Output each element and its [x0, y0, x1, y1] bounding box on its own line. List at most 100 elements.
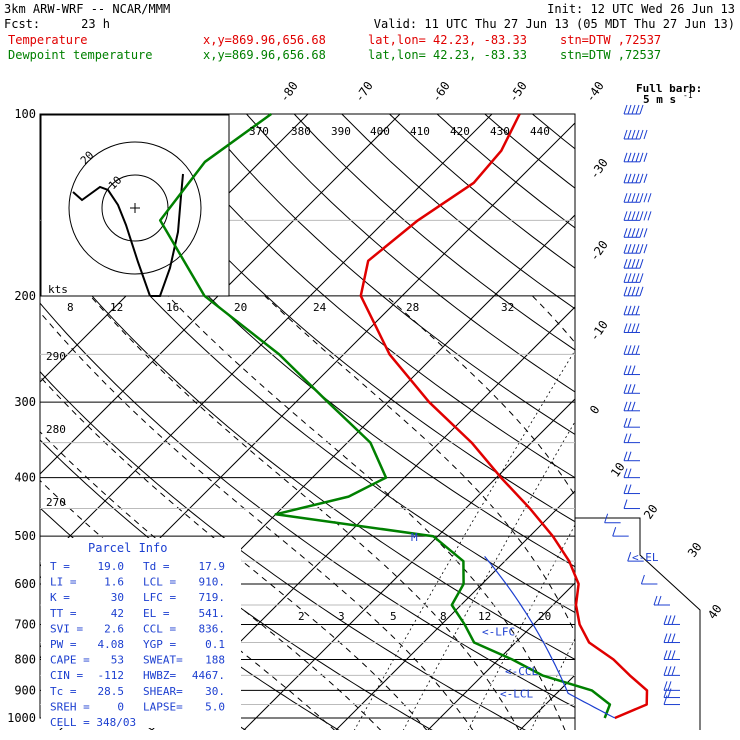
wind-barb-flag — [627, 244, 632, 254]
wind-barb-flag — [627, 433, 632, 443]
parcel-key-left: SVI = — [50, 622, 83, 635]
moist-adiabat — [679, 296, 740, 731]
wind-barb-flag — [635, 193, 640, 203]
wind-barb-flag — [627, 468, 632, 478]
isotherm-line — [427, 582, 575, 730]
wind-barb — [640, 574, 658, 585]
wind-barb-flag — [631, 244, 636, 254]
parcel-ascent-trace — [484, 556, 616, 719]
parcel-key-left: K = — [50, 591, 70, 604]
parcel-key-right: LFC = — [143, 591, 176, 604]
hodograph-units: kts — [48, 283, 68, 296]
wind-barb-flag — [635, 152, 640, 162]
theta-label-top: 370 — [249, 125, 269, 138]
mixing-ratio-line — [353, 349, 575, 730]
wind-barb-flag — [639, 173, 644, 183]
wind-barb-flag — [635, 305, 640, 315]
parcel-key-right: HWBZ= — [143, 669, 176, 682]
theta-label-top: 410 — [410, 125, 430, 138]
wind-barb — [623, 384, 640, 394]
moist-adiabat — [531, 295, 575, 344]
wind-barb-flag — [631, 305, 636, 315]
wind-barb — [663, 650, 680, 660]
mixing-label-700: 3 — [338, 610, 345, 623]
m-marker: M — [411, 531, 418, 544]
mixing-label-200: 24 — [313, 301, 327, 314]
dry-adiabat — [246, 114, 575, 393]
wind-barb-flag — [627, 173, 632, 183]
wind-barb-flag — [667, 650, 672, 660]
parcel-key-left: PW = — [50, 638, 77, 651]
pressure-label-1000: 1000 — [7, 711, 36, 725]
parcel-box-bg — [41, 538, 241, 728]
wind-barb-flag — [627, 211, 632, 221]
isotherm-label-top: -40 — [583, 79, 607, 105]
wind-barb-flag — [623, 365, 628, 375]
parcel-val-left: 30 — [111, 591, 124, 604]
pressure-label-900: 900 — [14, 683, 36, 697]
el-marker: <-EL — [632, 551, 659, 564]
wind-barb-flag — [623, 211, 628, 221]
wind-barb-flag — [627, 259, 632, 269]
wind-barb — [612, 527, 629, 537]
wind-barb-flag — [623, 244, 628, 254]
parcel-key-left: Tc = — [50, 685, 77, 698]
wind-barb-flag — [663, 650, 668, 660]
wind-barb — [623, 211, 652, 221]
wind-barb-flag — [627, 552, 632, 562]
wind-barb-flag — [623, 173, 628, 183]
moist-adiabat — [40, 375, 428, 730]
isotherm-label-top: -70 — [352, 79, 376, 105]
parcel-val-right: 4467. — [192, 669, 225, 682]
wind-barb-flag — [627, 345, 632, 355]
mixing-ratio-line — [587, 309, 740, 731]
parcel-key-right: LCL = — [143, 576, 176, 589]
mixing-ratio-line — [713, 309, 740, 731]
isotherm-label-top: -60 — [429, 79, 453, 105]
dry-adiabat — [675, 114, 740, 731]
wind-barb-flag — [623, 323, 628, 333]
wind-barb-flag — [631, 345, 636, 355]
parcel-val-left: 2.6 — [104, 622, 124, 635]
background-grid — [40, 114, 740, 731]
forecast-label: Fcst: — [4, 17, 40, 31]
pressure-label-700: 700 — [14, 617, 36, 631]
wind-barb-flag — [639, 104, 644, 115]
dry-adiabat — [40, 302, 575, 708]
moist-adiabat — [40, 311, 474, 730]
mixing-ratio-line — [629, 309, 740, 731]
wind-barb-flag — [663, 688, 668, 698]
wind-barb — [623, 305, 640, 316]
wind-barb-flag — [631, 152, 636, 162]
wind-barb — [623, 273, 644, 283]
mixing-label-700: 5 — [390, 610, 397, 623]
barb-legend-title: Full barb: — [636, 82, 702, 95]
dry-adiabat — [628, 114, 740, 731]
wind-barb-flag — [639, 129, 644, 140]
wind-barb-flag — [623, 499, 628, 509]
dry-adiabat — [723, 114, 740, 731]
dry-adiabat — [55, 114, 575, 568]
wind-barb-flag — [663, 666, 668, 676]
dry-adiabat — [40, 161, 575, 614]
wind-barb-flag — [627, 401, 632, 411]
parcel-val-right: 17.9 — [199, 560, 226, 573]
hodograph-ring-20 — [68, 141, 202, 275]
wind-barb-flag — [627, 418, 632, 428]
wind-barb — [623, 129, 648, 140]
wind-barb-flag — [667, 688, 672, 698]
mixing-ratio-line — [734, 309, 740, 731]
parcel-key-left: T = — [50, 560, 70, 573]
wind-barb — [623, 193, 652, 203]
mixing-label-200: 16 — [166, 301, 179, 314]
parcel-val-left: 1.6 — [104, 576, 124, 589]
wind-barb-flag — [663, 681, 668, 691]
wind-barb-flag — [627, 152, 632, 162]
wind-barb-flag — [635, 259, 640, 269]
dry-adiabat — [103, 114, 575, 523]
wind-barb-flag — [623, 418, 628, 428]
dry-adiabat — [532, 114, 575, 150]
barb-legend-sup: -1 — [683, 91, 693, 100]
wind-barb-flag — [639, 211, 644, 221]
wind-barb-flag — [643, 228, 648, 238]
